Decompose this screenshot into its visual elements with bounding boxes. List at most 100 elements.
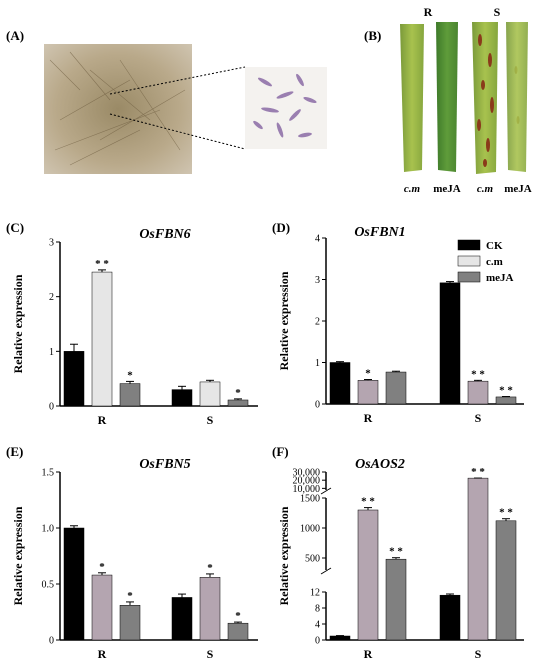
osaos2-bar-meJA-S [495, 520, 517, 641]
leaf-s-meja [506, 22, 528, 172]
osfbn5-bar-meJA-S [227, 622, 249, 641]
osfbn6-signif-2-0: * [127, 369, 133, 381]
osfbn6-signif-1-0: * * [95, 258, 109, 270]
osfbn6-bar-CK-R [63, 351, 85, 407]
osfbn1-bar-cm-S [467, 380, 489, 405]
osfbn1-bar-CK-R [329, 362, 351, 405]
osfbn1-ytick-label-3: 3 [315, 275, 320, 286]
osaos2-ytick-label-7: 10,000 [293, 484, 321, 495]
osaos2-ytick-label-9: 30,000 [293, 468, 321, 479]
osfbn6-ylabel: Relative expression [11, 274, 25, 373]
osaos2-category-r: R [364, 647, 373, 661]
legend-swatch-1 [457, 255, 481, 267]
osaos2-ytick-label-6: 1500 [300, 494, 320, 505]
osfbn1-signif-2-1: * * [499, 385, 513, 397]
osaos2-ytick-label-4: 500 [305, 554, 320, 565]
osfbn6-bar-meJA-S [227, 399, 249, 407]
osfbn5-bar-cm-R [91, 574, 113, 641]
osfbn1-ytick-label-4: 4 [315, 234, 320, 245]
osfbn1-ylabel: Relative expression [277, 271, 291, 370]
leaf-r-cm [400, 24, 424, 172]
osaos2-ytick-label-3: 12 [310, 588, 320, 599]
leaf-caption-1: c.m [404, 183, 421, 195]
osfbn6-bar-CK-S [171, 389, 193, 407]
osaos2-break-band-1 [328, 490, 526, 498]
osfbn1-signif-1-1: * * [471, 368, 485, 380]
osfbn5-ytick-label-2: 1.0 [42, 524, 55, 535]
osaos2-bar-CK-R [329, 635, 351, 641]
osaos2-category-s: S [475, 647, 482, 661]
leaf-label-s: S [494, 5, 501, 19]
osfbn5-ytick-label-1: 0.5 [42, 580, 55, 591]
panel-label-f: (F) [272, 444, 289, 459]
zoom-line-bottom [109, 113, 246, 150]
spore-inset-image [245, 67, 327, 149]
panel-label-c: (C) [6, 220, 24, 235]
osfbn6-ytick-label-1: 1 [49, 347, 54, 358]
osaos2-bar-CK-S [439, 594, 461, 641]
osfbn1-category-r: R [364, 411, 373, 425]
osfbn5-ytick-label-0: 0 [49, 636, 54, 647]
osfbn5-signif-2-1: * [235, 610, 241, 622]
osfbn5-signif-1-0: * [99, 561, 105, 573]
spore-shapes [253, 73, 317, 138]
panel-label-e: (E) [6, 444, 23, 459]
osaos2-break-mark-1 [320, 567, 332, 575]
micrograph-image [44, 44, 192, 174]
legend-label-0: CK [486, 240, 503, 252]
osfbn5-bar-cm-S [199, 577, 221, 641]
osfbn1-ytick-label-0: 0 [315, 400, 320, 411]
micrograph-texture [49, 51, 186, 166]
leaf-caption-3: c.m [477, 183, 494, 195]
osaos2-bar-meJA-R [385, 558, 407, 641]
osfbn5-signif-1-1: * [207, 562, 213, 574]
osfbn1-bar-meJA-S [495, 396, 517, 405]
osfbn1-signif-1-0: * [365, 368, 371, 380]
osfbn1-category-s: S [475, 411, 482, 425]
osfbn1-bar-cm-R [357, 380, 379, 405]
osfbn6-category-r: R [98, 413, 107, 427]
osfbn6-category-s: S [207, 413, 214, 427]
osaos2-ytick-label-0: 0 [315, 636, 320, 647]
osfbn1-bar-CK-S [439, 282, 461, 405]
osaos2-signif-2-0: * * [389, 546, 403, 558]
osaos2-ytick-label-2: 8 [315, 604, 320, 615]
osfbn6-title: OsFBN6 [139, 227, 190, 242]
leaf-label-r: R [424, 5, 433, 19]
osfbn5-bar-CK-R [63, 527, 85, 641]
leaf-s-cm [472, 22, 498, 174]
osaos2-ytick-label-8: 20,000 [293, 476, 321, 487]
osaos2-ytick-label-5: 1000 [300, 524, 320, 535]
panel-label-d: (D) [272, 220, 290, 235]
osfbn5-category-s: S [207, 647, 214, 661]
osfbn6-signif-2-1: * [235, 387, 241, 399]
osfbn5-signif-2-0: * [127, 590, 133, 602]
osfbn6-bar-cm-R [91, 271, 113, 407]
osfbn6-ytick-label-2: 2 [49, 292, 54, 303]
legend-label-2: meJA [486, 272, 514, 284]
osfbn1-title: OsFBN1 [354, 225, 405, 240]
osaos2-signif-2-1: * * [499, 507, 513, 519]
osfbn5-category-r: R [98, 647, 107, 661]
legend-swatch-2 [457, 271, 481, 283]
osaos2-title: OsAOS2 [355, 457, 405, 472]
legend-swatch-0 [457, 239, 481, 251]
osfbn1-ytick-label-1: 1 [315, 358, 320, 369]
panel-label-b: (B) [364, 28, 381, 43]
osfbn5-ytick-label-3: 1.5 [42, 468, 55, 479]
osfbn5-title: OsFBN5 [139, 457, 190, 472]
osaos2-ytick-label-1: 4 [315, 620, 320, 631]
osfbn5-bar-CK-S [171, 597, 193, 641]
osfbn1-bar-meJA-R [385, 371, 407, 405]
osaos2-ylabel: Relative expression [277, 506, 291, 605]
osfbn5-bar-meJA-R [119, 605, 141, 641]
osaos2-break-mark-2 [320, 487, 332, 495]
osfbn5-ylabel: Relative expression [11, 506, 25, 605]
leaf-caption-4: meJA [504, 183, 532, 195]
leaf-caption-2: meJA [433, 183, 461, 195]
osfbn1-ytick-label-2: 2 [315, 317, 320, 328]
osaos2-signif-1-1: * * [471, 466, 485, 478]
zoom-line-top [109, 66, 246, 95]
